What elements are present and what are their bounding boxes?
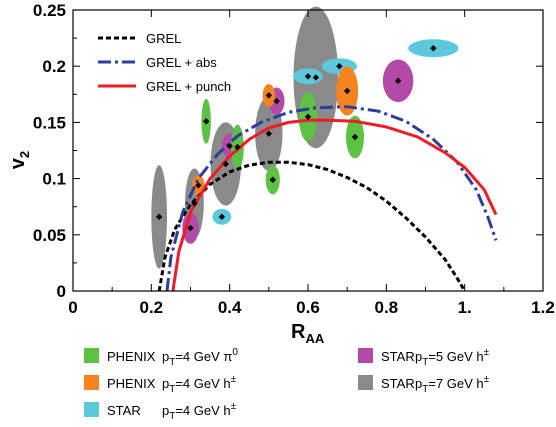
data-point-marker (273, 97, 280, 105)
x-tick-label: 0 (68, 298, 77, 317)
data-point-marker (430, 45, 437, 52)
data-point-marker (265, 130, 273, 137)
data-point-marker (218, 213, 226, 221)
data-point-marker (336, 63, 343, 70)
data-point-marker (343, 87, 351, 95)
y-axis-title-main: v (7, 157, 29, 169)
data-point-marker (351, 133, 359, 141)
data-point-marker (191, 200, 198, 207)
data-markers (155, 45, 437, 232)
y-axis-title-sub: 2 (17, 151, 32, 158)
data-point-marker (304, 73, 312, 80)
legend-experiment: PHENIX (107, 349, 156, 364)
y-tick-label: 0.25 (33, 1, 66, 20)
legend-experiment: PHENIX (107, 376, 156, 391)
data-ellipses (151, 6, 459, 269)
x-tick-label: 1. (458, 298, 472, 317)
y-tick-label: 0.1 (42, 170, 66, 189)
curve-grel-abs (165, 105, 498, 292)
model-curves (157, 105, 498, 292)
data-point-marker (222, 160, 229, 168)
legend-kinematics: pT=4 GeV π0 (162, 347, 238, 368)
data-point-marker (269, 176, 276, 183)
legend-color-swatch (84, 375, 99, 390)
legend-experiment: STAR (107, 403, 141, 418)
legend-label: GREL + abs (146, 55, 217, 70)
data-point-marker (202, 118, 210, 125)
legend-kinematics: pT=5 GeV h± (415, 347, 490, 368)
x-axis-title: RAA (291, 321, 325, 346)
x-tick-label: 1.2 (531, 298, 555, 317)
data-point-marker (304, 113, 312, 120)
data-point-marker (312, 74, 320, 81)
legend-label: GREL (146, 31, 181, 46)
data-point-marker (187, 224, 194, 232)
x-tick-label: 0.6 (296, 298, 320, 317)
x-axis-title-main: R (291, 321, 306, 343)
legend-kinematics: pT=4 GeV h± (162, 401, 237, 422)
axes: 0 0.2 0.4 0.6 0.8 1. 1.2 0 0.05 0.1 0.15 0.2 0.25 RAA… (7, 1, 555, 346)
x-tick-label: 0.4 (218, 298, 242, 317)
curve-grel-punch (171, 118, 498, 292)
legend-kinematics: pT=7 GeV h± (415, 374, 490, 395)
data-point-marker (195, 182, 202, 189)
legend-experiment: STAR (381, 349, 415, 364)
data-point-marker (265, 92, 273, 99)
y-tick-label: 0.05 (33, 226, 66, 245)
legend-label: GREL + punch (146, 79, 231, 94)
legend: GREL GREL + abs GREL + punch (98, 31, 231, 94)
y-tick-label: 0.2 (42, 57, 66, 76)
legend-color-swatch (84, 402, 99, 417)
y-tick-label: 0 (57, 282, 66, 301)
data-point-marker (234, 143, 241, 151)
x-axis-title-sub: AA (305, 331, 324, 346)
legend-experiment: STAR (381, 376, 415, 391)
legend-color-swatch (358, 348, 373, 363)
x-tick-label: 0.8 (375, 298, 399, 317)
x-tick-label: 0.2 (140, 298, 164, 317)
y-tick-label: 0.15 (33, 113, 66, 132)
data-point-marker (155, 213, 163, 221)
y-axis-title: v2 (7, 151, 32, 169)
data-point-marker (226, 142, 233, 150)
legend-color-swatch (358, 375, 373, 390)
legend-kinematics: pT=4 GeV h± (162, 374, 237, 395)
curve-grel (157, 160, 466, 292)
data-point-marker (394, 77, 402, 85)
legend-color-swatch (84, 348, 99, 363)
